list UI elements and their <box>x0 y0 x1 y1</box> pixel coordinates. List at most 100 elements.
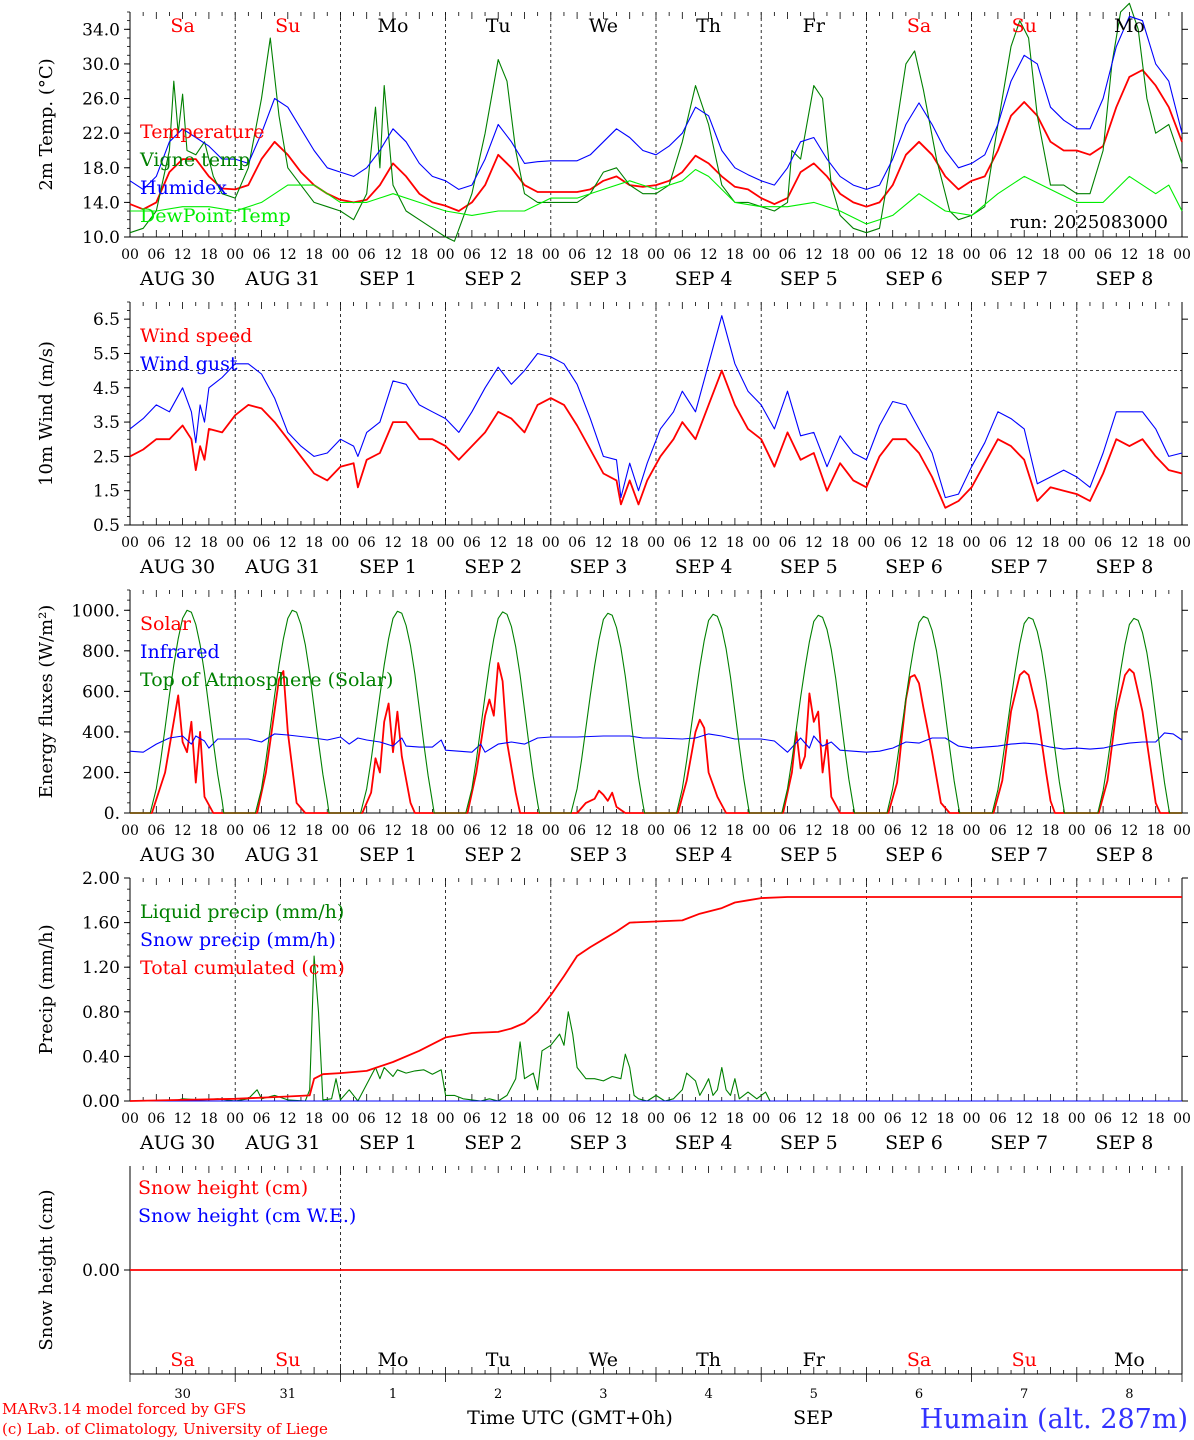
date-label: AUG 31 <box>244 556 320 578</box>
day-number: 2 <box>494 1387 502 1402</box>
series-line <box>129 369 1183 509</box>
hour-label: 12 <box>279 247 297 263</box>
hour-label: 12 <box>805 823 823 839</box>
y-tick-label: 2.00 <box>82 869 120 889</box>
y-tick-label: 1.5 <box>93 482 120 502</box>
hour-label: 18 <box>726 535 744 551</box>
hour-label: 18 <box>410 1111 428 1127</box>
credit-model: MARv3.14 model forced by GFS <box>2 1400 246 1418</box>
legend-entry: Liquid precip (mm/h) <box>140 901 344 923</box>
hour-label: 12 <box>805 535 823 551</box>
hour-label: 18 <box>305 823 323 839</box>
date-label: SEP 2 <box>464 268 522 290</box>
hour-label: 06 <box>147 247 165 263</box>
y-tick-label: 34.0 <box>82 20 120 40</box>
weekday-label: Mo <box>378 1349 409 1371</box>
y-tick-label: 600. <box>82 682 120 702</box>
series-line <box>129 69 1183 212</box>
credit-lab: (c) Lab. of Climatology, University of L… <box>2 1420 328 1438</box>
y-tick-label: 3.5 <box>93 413 120 433</box>
hour-label: 00 <box>1173 535 1191 551</box>
hour-label: 00 <box>437 823 455 839</box>
y-tick-label: 4.5 <box>93 379 120 399</box>
hour-label: 12 <box>174 535 192 551</box>
hour-label: 00 <box>121 1111 139 1127</box>
series-line <box>129 2 1183 242</box>
legend-entry: Wind gust <box>140 353 238 375</box>
hour-label: 06 <box>1094 1111 1112 1127</box>
y-tick-label: 0. <box>104 804 120 824</box>
date-label: AUG 30 <box>139 1132 215 1154</box>
legend-entry: DewPoint Temp <box>140 205 291 227</box>
date-label: AUG 31 <box>244 844 320 866</box>
y-tick-label: 0.80 <box>82 1003 120 1023</box>
hour-label: 00 <box>752 247 770 263</box>
hour-label: 18 <box>410 823 428 839</box>
hour-label: 12 <box>174 1111 192 1127</box>
y-tick-label: 22.0 <box>82 124 120 144</box>
day-number: 8 <box>1125 1387 1133 1402</box>
hour-label: 18 <box>516 247 534 263</box>
hour-label: 18 <box>831 1111 849 1127</box>
hour-label: 18 <box>726 823 744 839</box>
date-label: SEP 7 <box>990 268 1048 290</box>
hour-label: 00 <box>1068 247 1086 263</box>
series-line <box>129 896 1182 1102</box>
y-tick-label: 5.5 <box>93 344 120 364</box>
hour-label: 00 <box>752 535 770 551</box>
hour-label: 12 <box>594 823 612 839</box>
hour-label: 12 <box>700 823 718 839</box>
day-number: 1 <box>389 1387 397 1402</box>
date-label: SEP 5 <box>780 556 838 578</box>
hour-label: 12 <box>910 823 928 839</box>
hour-label: 00 <box>857 247 875 263</box>
date-label: SEP 3 <box>569 556 627 578</box>
hour-label: 18 <box>516 535 534 551</box>
date-label: SEP 3 <box>569 844 627 866</box>
hour-label: 12 <box>1120 823 1138 839</box>
date-label: AUG 30 <box>139 556 215 578</box>
y-tick-label: 14.0 <box>82 193 120 213</box>
series-line <box>130 168 1183 225</box>
weekday-label: Th <box>696 15 721 37</box>
hour-label: 00 <box>542 823 560 839</box>
y-tick-label: 1000. <box>71 601 120 621</box>
panel-1: 10.0 14.0 18.0 22.0 26.0 30.0 34.0 2m Temp. (°C… <box>36 2 1191 290</box>
hour-label: 12 <box>1015 535 1033 551</box>
hour-label: 06 <box>779 247 797 263</box>
hour-label: 18 <box>936 247 954 263</box>
legend-entry: Wind speed <box>140 325 252 347</box>
series-line <box>129 15 1183 190</box>
hour-label: 06 <box>463 535 481 551</box>
date-label: SEP 1 <box>359 268 417 290</box>
hour-label: 12 <box>489 1111 507 1127</box>
hour-label: 18 <box>1042 823 1060 839</box>
x-axis-label: Time UTC (GMT+0h) <box>467 1407 673 1429</box>
hour-label: 06 <box>989 247 1007 263</box>
hour-label: 06 <box>673 247 691 263</box>
hour-label: 00 <box>226 535 244 551</box>
hour-label: 18 <box>1147 823 1165 839</box>
hour-label: 18 <box>621 1111 639 1127</box>
hour-label: 06 <box>884 1111 902 1127</box>
hour-label: 12 <box>489 535 507 551</box>
hour-label: 00 <box>1068 1111 1086 1127</box>
hour-label: 18 <box>305 247 323 263</box>
hour-label: 06 <box>1094 247 1112 263</box>
hour-label: 12 <box>1120 1111 1138 1127</box>
hour-label: 18 <box>200 535 218 551</box>
hour-label: 12 <box>594 1111 612 1127</box>
date-label: AUG 31 <box>244 1132 320 1154</box>
hour-label: 12 <box>279 535 297 551</box>
date-label: SEP 1 <box>359 1132 417 1154</box>
hour-label: 18 <box>516 1111 534 1127</box>
hour-label: 06 <box>568 823 586 839</box>
hour-label: 06 <box>779 1111 797 1127</box>
hour-label: 18 <box>410 535 428 551</box>
day-number: 4 <box>704 1387 712 1402</box>
hour-label: 18 <box>1147 247 1165 263</box>
hour-label: 06 <box>568 247 586 263</box>
legend-entry: Snow height (cm W.E.) <box>138 1205 356 1227</box>
hour-label: 00 <box>1173 823 1191 839</box>
